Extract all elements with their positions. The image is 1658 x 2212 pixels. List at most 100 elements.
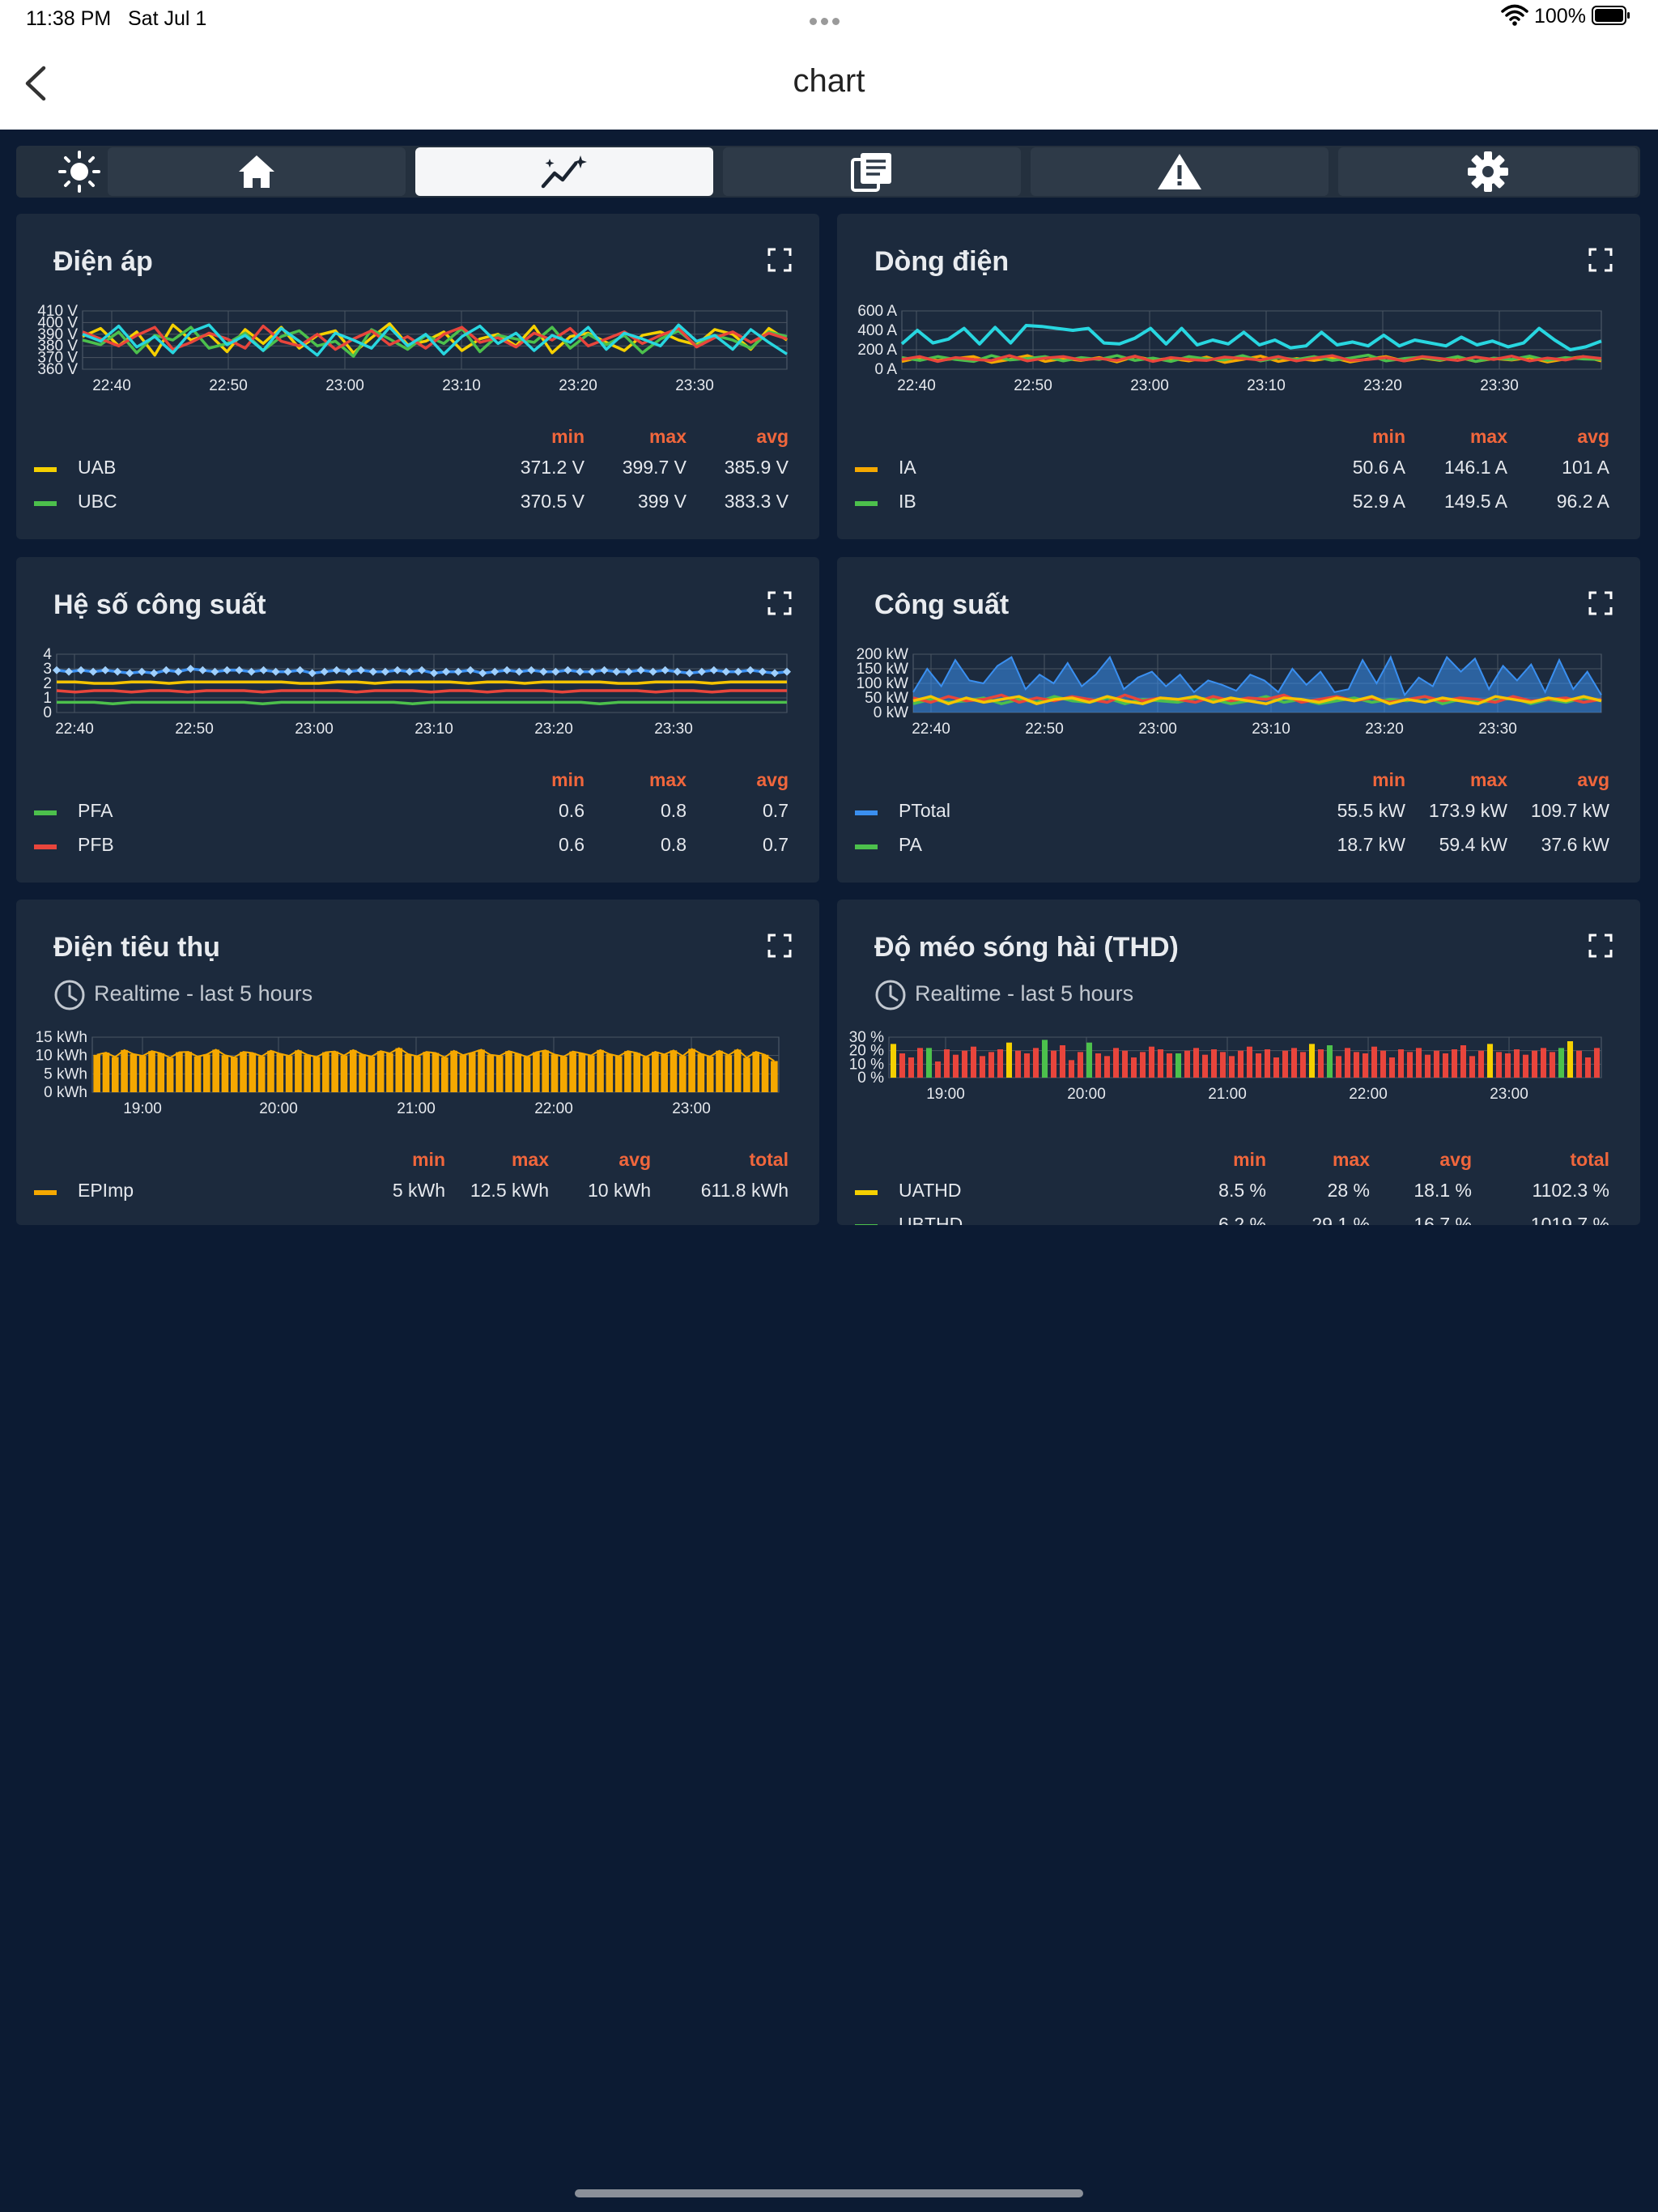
legend-row[interactable]: UBC 370.5 V 399 V 383.3 V: [16, 491, 819, 517]
point-marker: [271, 667, 280, 676]
bar: [559, 1057, 568, 1092]
tab-documents[interactable]: [723, 147, 1021, 196]
y-tick-label: 400 V: [37, 314, 78, 331]
bar: [1139, 1052, 1146, 1078]
legend-value-min: 371.2 V: [520, 457, 585, 478]
legend-row[interactable]: EPImp 5 kWh 12.5 kWh 10 kWh 611.8 kWh: [16, 1180, 819, 1206]
expand-icon[interactable]: [767, 934, 792, 958]
expand-icon[interactable]: [767, 591, 792, 615]
legend-header-max: max: [648, 769, 687, 790]
legend-row[interactable]: IA 50.6 A 146.1 A 101 A: [837, 457, 1640, 483]
home-icon: [239, 155, 274, 188]
y-tick-label: 370 V: [37, 350, 78, 367]
legend-header-avg: avg: [1577, 769, 1609, 790]
back-chevron-icon[interactable]: [19, 63, 52, 104]
bar: [359, 1054, 366, 1092]
bar: [1353, 1052, 1360, 1078]
x-tick-label: 23:20: [534, 721, 573, 738]
home-indicator[interactable]: [575, 2189, 1083, 2197]
legend-value-max: 399 V: [637, 491, 687, 512]
panel-subtitle: Realtime - last 5 hours: [53, 979, 312, 1011]
legend-row[interactable]: UBTHD 6.2 % 29.1 % 16.7 % 1019.7 %: [837, 1214, 1640, 1225]
legend-series-name: UATHD: [899, 1180, 962, 1201]
tab-alerts[interactable]: [1031, 147, 1329, 196]
bar: [1335, 1056, 1342, 1078]
tab-toolbar: [16, 146, 1640, 198]
y-tick-label: 390 V: [37, 326, 78, 343]
legend-value-min: 52.9 A: [1352, 491, 1405, 512]
point-marker: [344, 667, 353, 676]
bar: [733, 1049, 742, 1092]
warning-icon: [1158, 154, 1201, 189]
legend-value-avg: 101 A: [1562, 457, 1609, 478]
legend-row[interactable]: PTotal 55.5 kW 173.9 kW 109.7 kW: [837, 800, 1640, 826]
expand-icon[interactable]: [767, 248, 792, 272]
x-tick-label: 22:50: [1025, 721, 1064, 738]
legend-swatch: [34, 501, 57, 506]
legend-header-max: max: [1332, 1149, 1370, 1170]
point-marker: [53, 666, 61, 674]
panel-title: Công suất: [874, 589, 1010, 620]
expand-icon[interactable]: [1588, 248, 1613, 272]
tab-home[interactable]: [108, 147, 406, 196]
bar: [487, 1054, 495, 1092]
expand-icon[interactable]: [1588, 591, 1613, 615]
legend-value-max: 149.5 A: [1443, 491, 1507, 512]
x-tick-label: 23:00: [325, 377, 364, 394]
point-marker: [89, 667, 98, 676]
bar: [1014, 1050, 1022, 1078]
bar: [1077, 1052, 1084, 1078]
bar: [1317, 1049, 1324, 1078]
bar: [121, 1049, 128, 1092]
bar: [468, 1053, 476, 1092]
bar: [551, 1054, 559, 1092]
bar: [1201, 1054, 1209, 1078]
y-tick-label: 30 %: [849, 1029, 884, 1046]
bar: [1406, 1052, 1414, 1078]
bar: [533, 1052, 540, 1092]
bar: [331, 1051, 338, 1092]
x-tick-label: 23:10: [1247, 377, 1286, 394]
legend-header-max: max: [1469, 426, 1507, 447]
legend-row[interactable]: PFB 0.6 0.8 0.7: [16, 834, 819, 860]
bar: [1192, 1048, 1200, 1078]
brightness-toggle-icon[interactable]: [57, 149, 102, 194]
expand-icon[interactable]: [1588, 934, 1613, 958]
legend-row[interactable]: PA 18.7 kW 59.4 kW 37.6 kW: [837, 834, 1640, 860]
bar: [761, 1054, 769, 1092]
bar: [771, 1061, 778, 1092]
legend-row[interactable]: UATHD 8.5 % 28 % 18.1 % 1102.3 %: [837, 1180, 1640, 1206]
series-line: [912, 655, 1602, 697]
bar: [257, 1056, 266, 1092]
legend-row[interactable]: UAB 371.2 V 399.7 V 385.9 V: [16, 457, 819, 483]
legend-value-min: 6.2 %: [1218, 1214, 1266, 1225]
y-tick-label: 400 A: [857, 322, 897, 339]
x-tick-label: 22:40: [897, 377, 936, 394]
multitasking-dots-icon[interactable]: [810, 15, 848, 25]
bar: [1068, 1060, 1075, 1078]
bar: [1273, 1057, 1280, 1078]
bar: [697, 1053, 705, 1092]
bar: [111, 1057, 119, 1092]
point-marker: [198, 666, 207, 674]
legend-row[interactable]: PFA 0.6 0.8 0.7: [16, 800, 819, 826]
bar: [1228, 1056, 1235, 1078]
bar: [678, 1056, 687, 1092]
point-marker: [430, 669, 439, 678]
legend-value-total: 1019.7 %: [1530, 1214, 1609, 1225]
legend-swatch: [855, 1224, 878, 1225]
bar: [148, 1051, 155, 1092]
tab-settings[interactable]: [1338, 147, 1638, 196]
series-line: [82, 324, 788, 351]
point-marker: [368, 667, 377, 676]
bar: [459, 1055, 467, 1092]
bar: [1184, 1050, 1191, 1078]
legend-series-name: PFA: [78, 800, 113, 821]
bar: [1558, 1048, 1565, 1078]
point-marker: [235, 666, 244, 674]
legend-row[interactable]: IB 52.9 A 149.5 A 96.2 A: [837, 491, 1640, 517]
bar: [688, 1049, 695, 1092]
tab-chart[interactable]: [415, 147, 713, 196]
point-marker: [770, 669, 779, 678]
